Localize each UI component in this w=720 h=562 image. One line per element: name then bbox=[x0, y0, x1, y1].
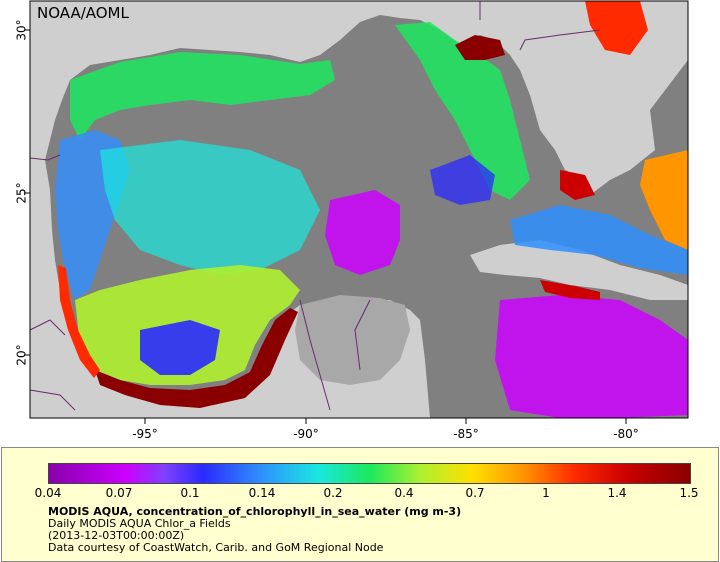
lon-label-90: -90° bbox=[293, 427, 319, 441]
chlorophyll-map bbox=[24, 0, 689, 424]
colorbar-label: 0.2 bbox=[323, 486, 343, 500]
chlorophyll-east-florida bbox=[640, 150, 688, 250]
chlorophyll-central-west bbox=[100, 140, 320, 275]
legend-title: MODIS AQUA, concentration_of_chlorophyll… bbox=[48, 505, 462, 518]
legend-credit: Data courtesy of CoastWatch, Carib. and … bbox=[48, 541, 384, 554]
chlorophyll-nw-shelf bbox=[70, 52, 335, 140]
colorbar-label: 0.04 bbox=[34, 486, 62, 500]
yucatan-land bbox=[295, 295, 410, 385]
lon-label-80: -80° bbox=[613, 427, 639, 441]
political-borders bbox=[29, 1, 601, 411]
colorbar-label: 1 bbox=[542, 486, 550, 500]
lat-label-20: 20° bbox=[14, 344, 29, 366]
lat-label-25: 25° bbox=[14, 182, 29, 204]
legend-text: MODIS AQUA, concentration_of_chlorophyll… bbox=[48, 506, 461, 554]
lon-label-95: -95° bbox=[132, 427, 158, 441]
chlorophyll-coastal-high-south bbox=[95, 308, 298, 408]
chlorophyll-straits-blue bbox=[510, 205, 688, 275]
colorbar-label: 0.7 bbox=[465, 486, 485, 500]
lon-label-85: -85° bbox=[453, 427, 479, 441]
legend-subtitle: Daily MODIS AQUA Chlor_a Fields bbox=[48, 517, 231, 530]
florida-peninsula-land bbox=[520, 25, 640, 175]
chlorophyll-caribbean-purple bbox=[495, 295, 688, 418]
colorbar-label: 0.07 bbox=[105, 486, 133, 500]
cuba-land bbox=[470, 240, 688, 300]
chlorophyll-campeche-low bbox=[140, 320, 220, 375]
chlorophyll-ne-shelf bbox=[395, 22, 530, 200]
chlorophyll-coastal-high-west bbox=[58, 265, 100, 378]
chlorophyll-florida-bay bbox=[560, 170, 595, 200]
chlorophyll-mississippi-high bbox=[455, 35, 505, 60]
map-frame bbox=[29, 0, 689, 419]
colorbar-label: 0.4 bbox=[394, 486, 414, 500]
colorbar-label: 0.14 bbox=[248, 486, 276, 500]
colorbar-label: 1.5 bbox=[679, 486, 699, 500]
chlorophyll-ne-corner bbox=[585, 1, 648, 55]
lat-ticks bbox=[24, 29, 30, 356]
colorbar bbox=[48, 463, 691, 484]
lat-label-30: 30° bbox=[14, 19, 29, 41]
lon-ticks bbox=[144, 418, 627, 424]
chlorophyll-ne-blue bbox=[430, 155, 495, 205]
map-panel: NOAA/AOML -95° -90° -85° -80° 30° 25° 20… bbox=[14, 0, 689, 441]
legend-timestamp: (2013-12-03T00:00:00Z) bbox=[48, 529, 185, 542]
colorbar-label: 1.4 bbox=[607, 486, 627, 500]
colorbar-label: 0.1 bbox=[180, 486, 200, 500]
chlorophyll-central-purple bbox=[325, 190, 400, 275]
org-label: NOAA/AOML bbox=[37, 4, 129, 22]
chlorophyll-cuba-coast-high bbox=[540, 280, 600, 300]
